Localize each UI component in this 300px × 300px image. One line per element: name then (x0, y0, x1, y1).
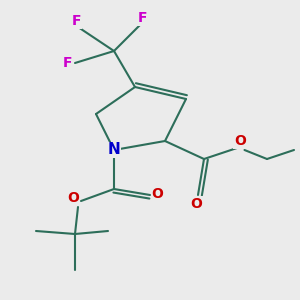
Text: F: F (72, 14, 81, 28)
Text: O: O (152, 187, 164, 200)
Text: O: O (234, 134, 246, 148)
Text: N: N (108, 142, 120, 158)
Text: O: O (68, 191, 80, 205)
Text: F: F (63, 56, 72, 70)
Text: F: F (138, 11, 147, 25)
Text: O: O (190, 197, 202, 211)
